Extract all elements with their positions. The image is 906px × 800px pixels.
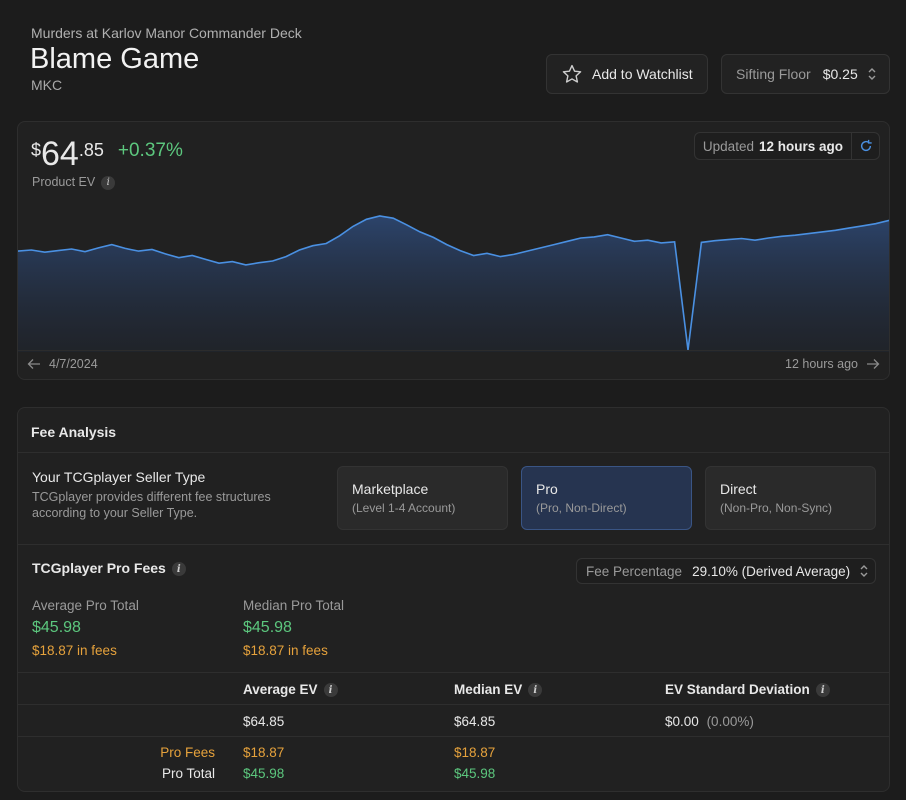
seller-option-marketplace[interactable]: Marketplace (Level 1-4 Account) (337, 466, 508, 530)
add-to-watchlist-button[interactable]: Add to Watchlist (546, 54, 708, 94)
set-code: MKC (31, 77, 63, 93)
chevron-updown-icon (860, 565, 868, 577)
info-icon[interactable]: i (528, 683, 543, 698)
star-icon (562, 64, 582, 83)
info-icon[interactable]: i (171, 562, 186, 577)
fee-analysis-title: Fee Analysis (31, 424, 117, 440)
ev-line-chart[interactable] (18, 212, 889, 352)
info-icon[interactable]: i (323, 683, 338, 698)
sifting-floor-value: $0.25 (822, 66, 858, 82)
ev-std-value: $0.00 (0.00%) (665, 714, 754, 729)
page-title: Blame Game (30, 43, 200, 75)
ev-area (18, 216, 889, 352)
pro-total-average: $45.98 (243, 766, 285, 781)
pro-fees-median: $18.87 (454, 745, 496, 760)
col-ev-std: EV Standard Deviation i (665, 682, 830, 698)
fee-analysis-card: Fee Analysis Your TCGplayer Seller Type … (17, 407, 890, 792)
average-pro-total: Average Pro Total $45.98 $18.87 in fees (32, 598, 139, 658)
median-pro-total: Median Pro Total $45.98 $18.87 in fees (243, 598, 345, 658)
chart-end-label: 12 hours ago (785, 357, 858, 371)
col-median-ev: Median EV i (454, 682, 543, 698)
chevron-updown-icon (868, 68, 876, 80)
refresh-button[interactable] (851, 133, 879, 159)
col-average-ev: Average EV i (243, 682, 338, 698)
seller-type-title: Your TCGplayer Seller Type (32, 469, 206, 485)
seller-option-direct[interactable]: Direct (Non-Pro, Non-Sync) (705, 466, 876, 530)
seller-type-desc: TCGplayer provides different fee structu… (32, 490, 271, 520)
info-icon[interactable]: i (101, 175, 116, 190)
info-icon[interactable]: i (815, 683, 830, 698)
watchlist-label: Add to Watchlist (592, 66, 693, 82)
pro-fees-average: $18.87 (243, 745, 285, 760)
product-ev-label: Product EV i (32, 175, 116, 190)
ev-average-value: $64.85 (243, 714, 285, 729)
ev-change: +0.37% (117, 140, 183, 161)
ev-line (18, 215, 889, 351)
ev-chart-card: $ 64 .85 +0.37% Product EV i Updated 12 h… (17, 121, 890, 380)
ev-median-value: $64.85 (454, 714, 496, 729)
seller-option-pro[interactable]: Pro (Pro, Non-Direct) (521, 466, 692, 530)
row-pro-total-label: Pro Total (161, 766, 215, 781)
sifting-floor-label: Sifting Floor (736, 66, 811, 82)
fee-percentage-select[interactable]: Fee Percentage 29.10% (Derived Average) (576, 558, 876, 584)
sifting-floor-select[interactable]: Sifting Floor $0.25 (721, 54, 890, 94)
arrow-right-icon[interactable] (866, 358, 880, 370)
product-ev-price: $ 64 .85 +0.37% (31, 135, 183, 173)
arrow-left-icon[interactable] (27, 358, 41, 370)
chart-start-date: 4/7/2024 (49, 357, 98, 371)
pro-total-median: $45.98 (454, 766, 496, 781)
pro-fees-title: TCGplayer Pro Fees i (32, 560, 186, 577)
updated-indicator: Updated 12 hours ago (693, 132, 880, 160)
set-name: Murders at Karlov Manor Commander Deck (31, 25, 302, 41)
row-pro-fees-label: Pro Fees (160, 745, 215, 760)
refresh-icon (860, 139, 872, 152)
